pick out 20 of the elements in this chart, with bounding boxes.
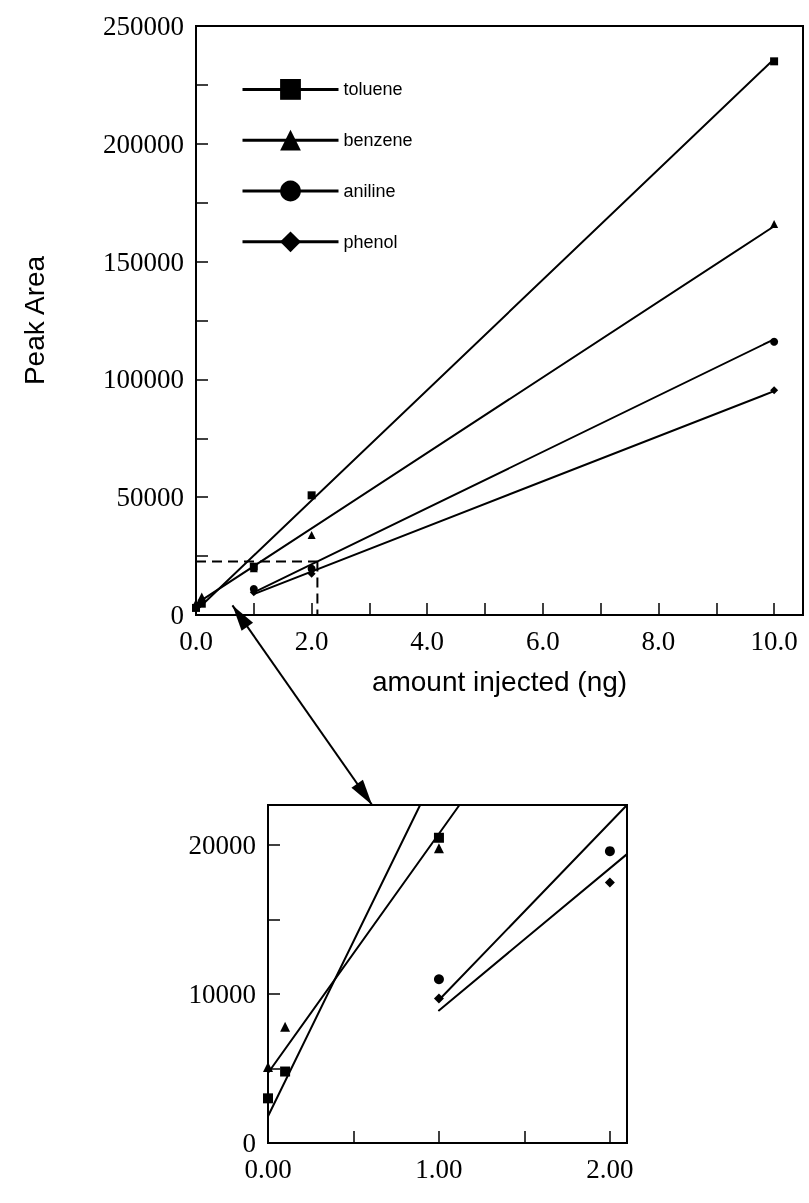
x-tick-label: 2.00 bbox=[586, 1153, 634, 1184]
x-tick-label: 8.0 bbox=[641, 625, 676, 656]
y-axis-title: Peak Area bbox=[18, 255, 50, 386]
x-tick-label: 1.00 bbox=[415, 1153, 463, 1184]
y-tick-label: 200000 bbox=[103, 128, 184, 159]
y-tick-label: 20000 bbox=[188, 830, 256, 861]
legend-label: phenol bbox=[343, 231, 398, 252]
y-tick-label: 50000 bbox=[116, 482, 184, 513]
x-axis-title: amount injected (ng) bbox=[371, 665, 628, 697]
legend-label: aniline bbox=[343, 181, 396, 201]
y-tick-label: 100000 bbox=[103, 364, 184, 395]
legend-label: toluene bbox=[343, 79, 403, 100]
y-tick-label: 10000 bbox=[188, 979, 256, 1010]
x-tick-label: 2.0 bbox=[294, 625, 329, 656]
legend-label: benzene bbox=[343, 130, 413, 151]
x-tick-label: 10.0 bbox=[750, 625, 798, 656]
x-tick-label: 6.0 bbox=[525, 625, 560, 656]
y-tick-label: 150000 bbox=[103, 246, 184, 277]
x-tick-label: 4.0 bbox=[410, 625, 445, 656]
y-tick-label: 250000 bbox=[103, 11, 184, 41]
